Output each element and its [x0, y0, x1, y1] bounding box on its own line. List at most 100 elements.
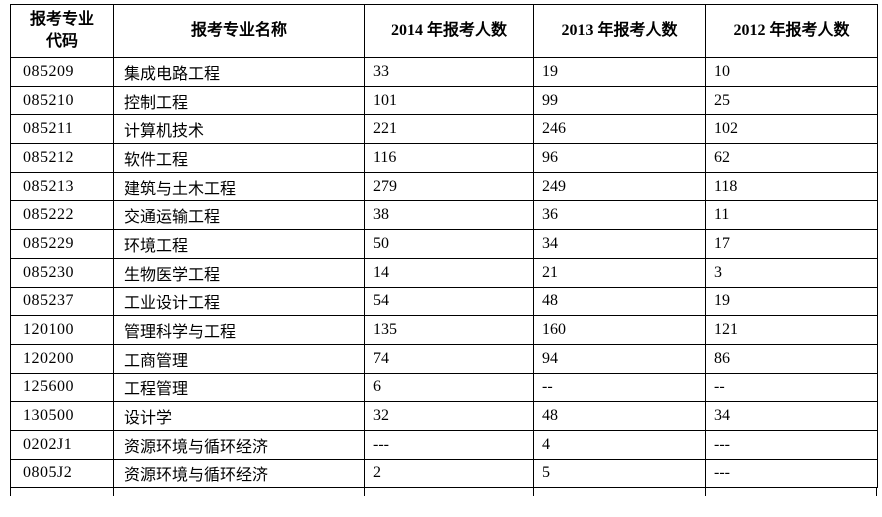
table-row: 085212 软件工程 116 96 62 — [10, 143, 878, 173]
cell-name: 工业设计工程 — [113, 286, 365, 317]
cell-2012: 86 — [705, 343, 878, 374]
cell-code: 0202J1 — [10, 429, 114, 460]
cell-name: 交通运输工程 — [113, 200, 365, 231]
cell-name: 资源环境与循环经济 — [113, 458, 365, 489]
cell-name: 工商管理 — [113, 343, 365, 374]
cell-code: 0805J2 — [10, 458, 114, 489]
cell-2014: 279 — [364, 171, 534, 202]
continuation-line — [705, 488, 706, 496]
continuation-line — [876, 488, 877, 496]
cell-2013: 99 — [533, 85, 706, 116]
cell-2013: 249 — [533, 171, 706, 202]
cell-name: 建筑与土木工程 — [113, 171, 365, 202]
table-row: 085211 计算机技术 221 246 102 — [10, 114, 878, 145]
cell-2013: -- — [533, 372, 706, 403]
cell-2013: 48 — [533, 401, 706, 431]
cell-2013: 4 — [533, 429, 706, 460]
cell-2014: 54 — [364, 286, 534, 317]
continuation-line — [364, 488, 365, 496]
cell-code: 085229 — [10, 229, 114, 259]
table-row: 085209 集成电路工程 33 19 10 — [10, 57, 878, 87]
table-row: 085237 工业设计工程 54 48 19 — [10, 286, 878, 317]
cell-name: 生物医学工程 — [113, 257, 365, 288]
table-row: 130500 设计学 32 48 34 — [10, 401, 878, 431]
header-code: 报考专业 代码 — [10, 4, 114, 58]
cell-name: 管理科学与工程 — [113, 315, 365, 345]
cell-2013: 96 — [533, 143, 706, 173]
table-row: 085229 环境工程 50 34 17 — [10, 229, 878, 259]
header-2013: 2013 年报考人数 — [533, 4, 706, 58]
cell-code: 085237 — [10, 286, 114, 317]
cell-2013: 94 — [533, 343, 706, 374]
cell-2014: 221 — [364, 114, 534, 145]
cell-code: 130500 — [10, 401, 114, 431]
cell-code: 120200 — [10, 343, 114, 374]
cell-2012: 118 — [705, 171, 878, 202]
continuation-line — [113, 488, 114, 496]
cell-2014: 6 — [364, 372, 534, 403]
table-row: 085213 建筑与土木工程 279 249 118 — [10, 171, 878, 202]
header-row: 报考专业 代码 报考专业名称 2014 年报考人数 2013 年报考人数 201… — [10, 4, 878, 58]
cell-2012: -- — [705, 372, 878, 403]
cell-2014: 2 — [364, 458, 534, 489]
cell-name: 计算机技术 — [113, 114, 365, 145]
table-row: 085230 生物医学工程 14 21 3 — [10, 257, 878, 288]
table-body: 085209 集成电路工程 33 19 10 085210 控制工程 101 9… — [10, 57, 878, 489]
cell-code: 085210 — [10, 85, 114, 116]
cell-2014: 116 — [364, 143, 534, 173]
header-2014: 2014 年报考人数 — [364, 4, 534, 58]
table-row: 125600 工程管理 6 -- -- — [10, 372, 878, 403]
header-code-line1: 报考专业 — [29, 11, 94, 29]
applicants-table: 报考专业 代码 报考专业名称 2014 年报考人数 2013 年报考人数 201… — [10, 4, 878, 489]
cell-2013: 160 — [533, 315, 706, 345]
cell-2012: 10 — [705, 57, 878, 87]
header-2012: 2012 年报考人数 — [705, 4, 878, 58]
header-name: 报考专业名称 — [113, 4, 365, 58]
table-row: 0202J1 资源环境与循环经济 --- 4 --- — [10, 429, 878, 460]
table-row: 085222 交通运输工程 38 36 11 — [10, 200, 878, 231]
cell-code: 085212 — [10, 143, 114, 173]
cell-2012: 11 — [705, 200, 878, 231]
cell-2012: 121 — [705, 315, 878, 345]
cell-name: 环境工程 — [113, 229, 365, 259]
cell-2013: 48 — [533, 286, 706, 317]
table-row: 120200 工商管理 74 94 86 — [10, 343, 878, 374]
cell-2013: 34 — [533, 229, 706, 259]
cell-code: 125600 — [10, 372, 114, 403]
cell-2014: 135 — [364, 315, 534, 345]
cell-2012: 102 — [705, 114, 878, 145]
cell-2014: --- — [364, 429, 534, 460]
cell-code: 085209 — [10, 57, 114, 87]
cell-2012: 19 — [705, 286, 878, 317]
cell-2014: 33 — [364, 57, 534, 87]
cell-2013: 5 — [533, 458, 706, 489]
cell-2013: 19 — [533, 57, 706, 87]
table-row: 085210 控制工程 101 99 25 — [10, 85, 878, 116]
cell-2013: 36 — [533, 200, 706, 231]
cell-2012: 3 — [705, 257, 878, 288]
cell-2014: 101 — [364, 85, 534, 116]
cell-2014: 14 — [364, 257, 534, 288]
cell-2013: 246 — [533, 114, 706, 145]
table-row: 120100 管理科学与工程 135 160 121 — [10, 315, 878, 345]
cell-2012: 17 — [705, 229, 878, 259]
cell-code: 085213 — [10, 171, 114, 202]
cell-2014: 38 — [364, 200, 534, 231]
cell-code: 120100 — [10, 315, 114, 345]
continuation-line — [10, 488, 11, 496]
cell-name: 工程管理 — [113, 372, 365, 403]
continuation-line — [533, 488, 534, 496]
cell-2012: 25 — [705, 85, 878, 116]
cell-2014: 32 — [364, 401, 534, 431]
cell-2014: 74 — [364, 343, 534, 374]
cell-code: 085230 — [10, 257, 114, 288]
header-code-line2: 代码 — [45, 33, 78, 50]
cell-name: 控制工程 — [113, 85, 365, 116]
cell-name: 集成电路工程 — [113, 57, 365, 87]
cell-name: 设计学 — [113, 401, 365, 431]
cell-2012: 34 — [705, 401, 878, 431]
cell-name: 资源环境与循环经济 — [113, 429, 365, 460]
cell-code: 085211 — [10, 114, 114, 145]
cell-2012: 62 — [705, 143, 878, 173]
